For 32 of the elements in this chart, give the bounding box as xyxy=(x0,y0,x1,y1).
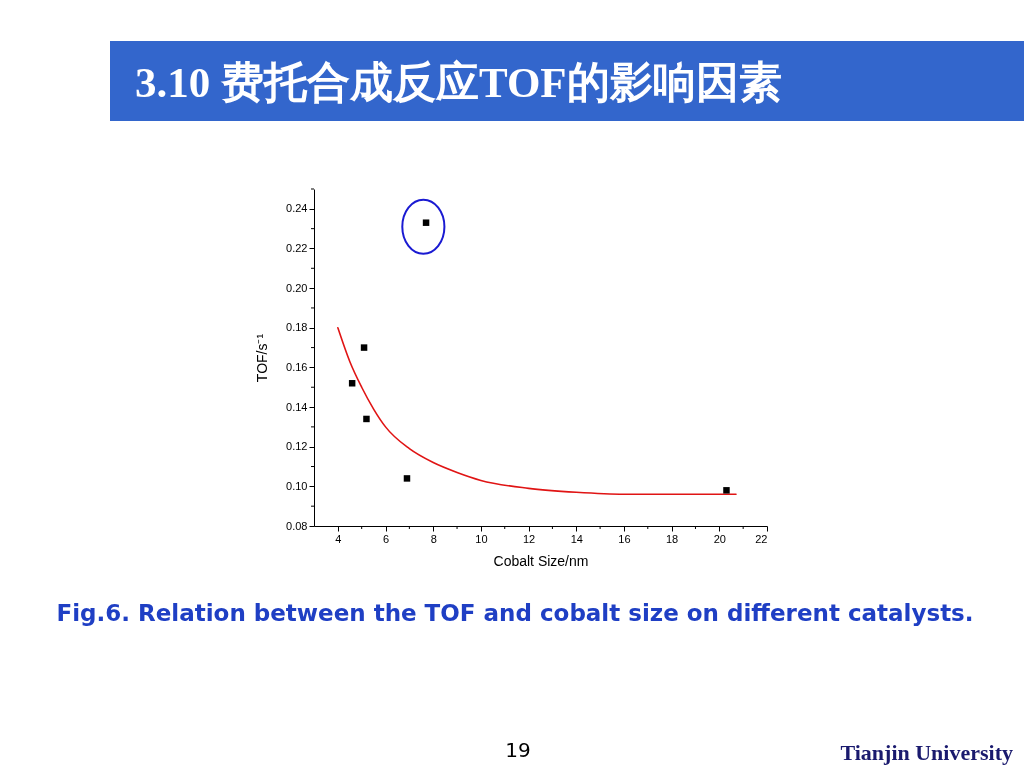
text: 19 xyxy=(505,738,531,762)
y-tick-label: 0.24 xyxy=(286,202,308,215)
y-tick-label: 0.20 xyxy=(286,281,308,294)
point xyxy=(403,475,411,482)
x-tick-label: 14 xyxy=(570,532,583,545)
y-tick-label: 0.22 xyxy=(286,241,308,254)
x-tick-label: 10 xyxy=(475,532,488,545)
text: Tianjin University xyxy=(840,740,1013,765)
y-tick-label: 0.16 xyxy=(286,360,308,373)
x-tick-label: 12 xyxy=(522,532,536,545)
point xyxy=(360,344,368,351)
x-tick-label: 18 xyxy=(666,532,679,545)
x-axis-title: Cobalt Size/nm xyxy=(493,552,589,569)
point xyxy=(348,380,356,387)
line-series xyxy=(337,326,737,496)
x-tick-label: 4 xyxy=(335,532,342,545)
y-tick-label: 0.10 xyxy=(286,479,308,492)
x-tick-label: 6 xyxy=(382,532,390,545)
x-tick-label: 16 xyxy=(618,532,631,545)
x-tick-label: 22 xyxy=(755,532,768,545)
y-tick-label: 0.18 xyxy=(286,321,308,334)
point xyxy=(422,219,430,226)
x-tick-label: 8 xyxy=(430,532,437,545)
y-tick-label: 0.12 xyxy=(286,440,308,453)
point xyxy=(363,415,370,423)
point xyxy=(723,487,730,494)
chart-title: 3.10 费托合成反应TOF的影响因素 xyxy=(135,59,782,106)
x-tick-label: 20 xyxy=(713,532,726,545)
caption: Fig.6. Relation between the TOF and cobalt size on different catalysts. xyxy=(56,600,974,626)
y-tick-label: 0.14 xyxy=(286,400,308,413)
y-axis-title: TOF/s⁻¹ xyxy=(254,333,271,383)
y-tick-label: 0.08 xyxy=(286,519,308,532)
